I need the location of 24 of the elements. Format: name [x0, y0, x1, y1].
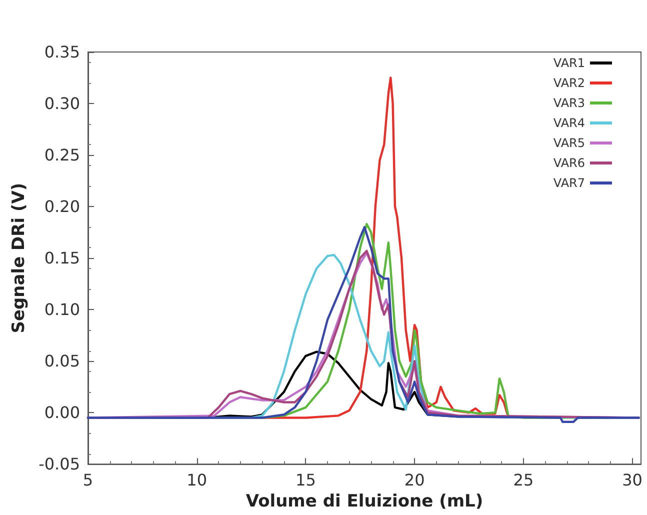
legend-label: VAR1 — [553, 56, 585, 70]
y-tick-label: 0.15 — [44, 248, 80, 268]
x-tick-label: 20 — [404, 470, 425, 490]
y-tick-label: 0.35 — [44, 42, 80, 62]
legend-label: VAR5 — [553, 136, 585, 150]
x-tick-label: 30 — [622, 470, 642, 490]
legend-label: VAR2 — [553, 76, 585, 90]
x-tick-label: 15 — [296, 470, 316, 490]
y-tick-label: 0.25 — [44, 146, 80, 165]
legend-label: VAR3 — [553, 96, 585, 110]
y-tick-label: 0.20 — [44, 197, 80, 216]
x-axis-title: Volume di Eluizione (mL) — [246, 492, 484, 512]
y-tick-label: -0.05 — [38, 454, 80, 474]
legend-label: VAR6 — [553, 156, 585, 170]
x-tick-label: 10 — [186, 470, 208, 490]
y-tick-label: 0.05 — [44, 352, 80, 371]
y-tick-label: 0.00 — [44, 403, 80, 422]
y-tick-label: 0.10 — [44, 300, 80, 320]
legend-label: VAR4 — [553, 116, 585, 130]
x-tick-label: 25 — [513, 470, 534, 490]
y-axis-title: Segnale DRi (V) — [9, 182, 30, 334]
legend-label: VAR7 — [553, 176, 585, 190]
x-tick-label: 5 — [82, 470, 94, 490]
y-tick-label: 0.30 — [44, 94, 80, 114]
